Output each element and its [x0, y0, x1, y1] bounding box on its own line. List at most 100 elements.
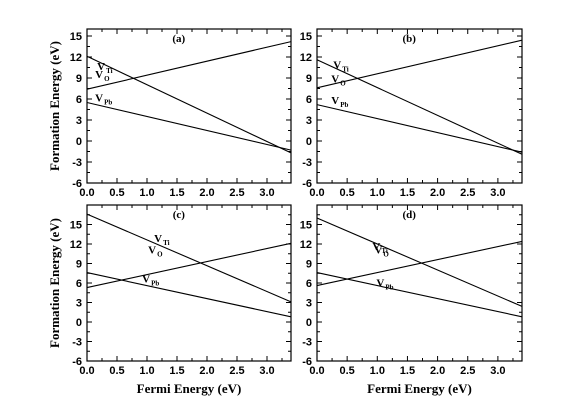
- series-label-pb: V: [376, 278, 384, 290]
- y-tick-label: 9: [306, 259, 312, 271]
- y-tick-label: 0: [76, 136, 82, 148]
- x-tick-label: 1.0: [370, 187, 385, 199]
- x-tick-label: 0.5: [109, 187, 124, 199]
- y-tick-label: 9: [306, 73, 312, 85]
- y-tick-label: 6: [76, 278, 82, 290]
- series-line-ti: [86, 213, 292, 303]
- series-label-o: V: [148, 245, 156, 257]
- series-label-ti: V: [333, 60, 341, 72]
- y-tick-label: 3: [76, 115, 82, 127]
- x-tick-label: 1.5: [169, 187, 184, 199]
- x-tick-label: 0.0: [79, 365, 94, 377]
- series-line-o: [316, 240, 523, 287]
- series-label-o: V: [331, 73, 339, 85]
- x-tick-label: 2.5: [460, 365, 475, 377]
- series-line-pb: [316, 104, 523, 153]
- series-line-o: [316, 39, 523, 89]
- y-tick-label: 15: [300, 220, 312, 232]
- series-line-pb: [316, 272, 523, 318]
- y-tick-label: -6: [72, 178, 82, 190]
- x-tick-label: 2.0: [199, 187, 214, 199]
- plot-frame: [316, 28, 523, 184]
- x-tick-label: 1.0: [139, 365, 154, 377]
- series-label-sub-ti: Ti: [106, 67, 113, 75]
- y-tick-label: 12: [300, 52, 312, 64]
- y-tick-label: -6: [72, 356, 82, 368]
- y-tick-label: 15: [70, 220, 82, 232]
- panel-label: (a): [172, 33, 185, 45]
- plot-frame: [316, 204, 523, 362]
- y-tick-label: 0: [306, 136, 312, 148]
- x-tick-label: 3.0: [490, 365, 505, 377]
- y-tick-label: 6: [76, 94, 82, 106]
- y-tick-label: 12: [300, 239, 312, 251]
- y-axis-title: Formation Energy (eV): [47, 218, 62, 348]
- y-tick-label: 9: [76, 259, 82, 271]
- x-tick-label: 0.5: [339, 187, 354, 199]
- y-tick-label: -3: [302, 157, 312, 169]
- series-line-ti: [316, 217, 523, 307]
- series-label-sub-o: O: [383, 251, 389, 259]
- series-label-sub-pb: Pb: [385, 284, 393, 292]
- series-label-sub-ti: Ti: [381, 247, 388, 255]
- series-label-o: V: [95, 69, 103, 81]
- x-tick-label: 2.0: [199, 365, 214, 377]
- y-tick-label: 6: [306, 94, 312, 106]
- series-label-sub-o: O: [157, 251, 163, 259]
- series-line-o: [86, 242, 292, 289]
- y-tick-label: -3: [72, 157, 82, 169]
- x-tick-label: 2.0: [430, 187, 445, 199]
- x-tick-label: 2.5: [460, 187, 475, 199]
- y-tick-label: -6: [302, 356, 312, 368]
- panel-label: (c): [173, 209, 186, 221]
- y-tick-label: 15: [300, 31, 312, 43]
- series-label-sub-pb: Pb: [104, 98, 112, 106]
- series-line-pb: [86, 101, 292, 151]
- y-tick-label: 12: [70, 239, 82, 251]
- plot-frame: [86, 204, 292, 362]
- x-tick-label: 3.0: [259, 187, 274, 199]
- y-tick-label: 15: [70, 31, 82, 43]
- x-tick-label: 1.5: [400, 365, 415, 377]
- y-tick-label: 3: [76, 298, 82, 310]
- series-label-sub-pb: Pb: [340, 101, 348, 109]
- y-tick-label: -6: [302, 178, 312, 190]
- y-tick-label: -3: [72, 337, 82, 349]
- x-tick-label: 3.0: [259, 365, 274, 377]
- x-tick-label: 2.0: [430, 365, 445, 377]
- series-label-ti: V: [154, 233, 162, 245]
- series-label-pb: V: [95, 92, 103, 104]
- x-tick-label: 0.0: [79, 187, 94, 199]
- series-line-ti: [86, 55, 292, 154]
- series-label-sub-o: O: [104, 75, 110, 83]
- y-tick-label: 9: [76, 73, 82, 85]
- x-axis-title: Fermi Energy (eV): [137, 381, 242, 396]
- series-line-ti: [316, 59, 523, 155]
- x-tick-label: 0.0: [309, 365, 324, 377]
- y-tick-label: -3: [302, 337, 312, 349]
- y-axis-title: Formation Energy (eV): [47, 41, 62, 171]
- x-tick-label: 0.5: [339, 365, 354, 377]
- x-tick-label: 1.5: [169, 365, 184, 377]
- series-line-o: [86, 41, 292, 90]
- plot-frame: [86, 28, 292, 184]
- panel-label: (b): [403, 33, 417, 45]
- panel-label: (d): [403, 209, 417, 221]
- x-tick-label: 1.0: [370, 365, 385, 377]
- series-line-pb: [86, 272, 292, 318]
- x-tick-label: 1.0: [139, 187, 154, 199]
- series-label-sub-ti: Ti: [342, 66, 349, 74]
- x-tick-label: 2.5: [229, 365, 244, 377]
- y-tick-label: 0: [76, 317, 82, 329]
- series-label-pb: V: [142, 274, 150, 286]
- y-tick-label: 3: [306, 298, 312, 310]
- series-label-sub-pb: Pb: [151, 280, 159, 288]
- x-axis-title: Fermi Energy (eV): [367, 381, 472, 396]
- y-tick-label: 12: [70, 52, 82, 64]
- x-tick-label: 2.5: [229, 187, 244, 199]
- x-tick-label: 0.0: [309, 187, 324, 199]
- series-label-o: V: [374, 245, 382, 257]
- series-label-ti: V: [97, 61, 105, 73]
- x-tick-label: 3.0: [490, 187, 505, 199]
